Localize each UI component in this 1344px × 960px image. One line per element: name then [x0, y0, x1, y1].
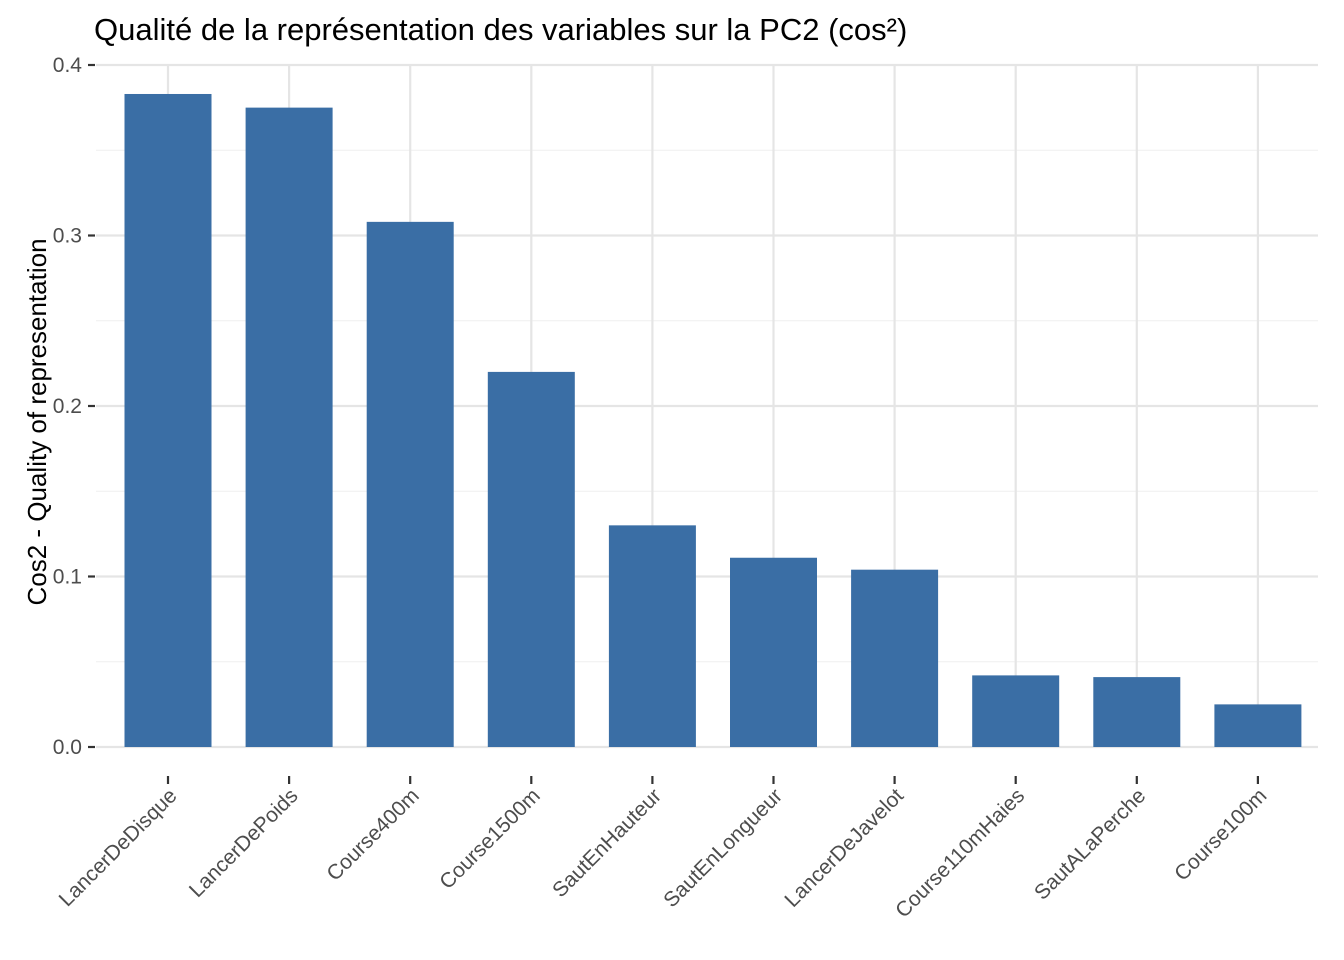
- y-tick-label: 0.2: [53, 395, 82, 418]
- bar-LancerDeDisque: [124, 93, 212, 748]
- bar-SautEnHauteur: [608, 525, 696, 747]
- x-tick-label: LancerDePoids: [185, 784, 303, 902]
- x-tick-label: LancerDeJavelot: [780, 784, 908, 912]
- x-tick-label: LancerDeDisque: [55, 784, 182, 911]
- bar-LancerDePoids: [245, 107, 333, 747]
- x-tick-label: Course100m: [1170, 784, 1271, 885]
- bars: [124, 93, 1302, 748]
- x-tick-label: Course400m: [322, 784, 423, 885]
- x-axis: LancerDeDisque LancerDePoids Course400m Cou…: [55, 776, 1271, 922]
- y-tick-label: 0.3: [53, 225, 82, 248]
- x-tick-label: SautEnHauteur: [548, 784, 666, 902]
- bar-SautALaPerche: [1093, 677, 1181, 747]
- y-axis-label: Cos2 - Quality of representation: [22, 238, 52, 605]
- bar-LancerDeJavelot: [851, 569, 939, 747]
- y-tick-label: 0.1: [53, 566, 82, 589]
- x-tick-label: SautALaPerche: [1030, 784, 1150, 904]
- bar-Course110mHaies: [972, 675, 1060, 747]
- bar-Course1500m: [487, 371, 575, 747]
- x-tick-label: SautEnLongueur: [659, 784, 787, 912]
- bar-Course400m: [366, 221, 454, 748]
- chart-title: Qualité de la représentation des variabl…: [94, 12, 907, 47]
- y-tick-label: 0.4: [53, 54, 83, 77]
- bar-Course100m: [1214, 704, 1302, 747]
- x-tick-label: Course1500m: [435, 784, 545, 894]
- y-axis: 0.0 0.1 0.2 0.3 0.4: [53, 54, 95, 759]
- bar-SautEnLongueur: [730, 557, 817, 747]
- y-tick-label: 0.0: [53, 736, 82, 759]
- x-tick-label: Course110mHaies: [891, 784, 1029, 922]
